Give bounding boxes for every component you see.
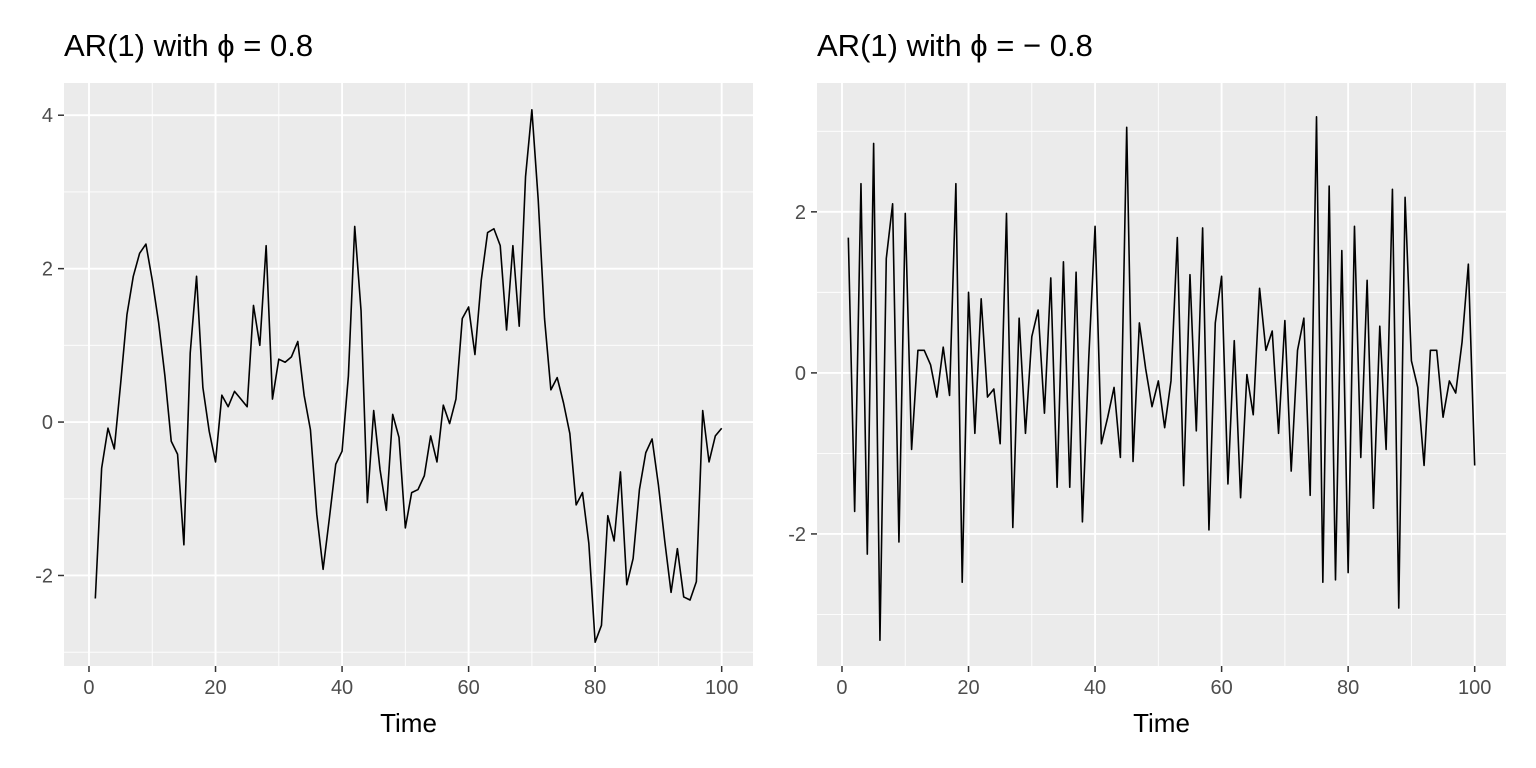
y-tick-label: 2 <box>42 259 53 281</box>
chart-title: AR(1) with ϕ = − 0.8 <box>817 28 1093 63</box>
chart-panel-1: 0 20 40 60 80 100 -2 0 2 4 Time AR(1) with ϕ = 0.8 <box>35 28 753 738</box>
y-tick-label: -2 <box>788 524 806 546</box>
x-tick-label: 40 <box>331 677 353 699</box>
chart-panel-2: 0 20 40 60 80 100 -2 0 2 Time AR(1) with ϕ = − 0.8 <box>788 28 1506 738</box>
y-tick-label: 0 <box>795 363 806 385</box>
chart-title: AR(1) with ϕ = 0.8 <box>64 28 313 63</box>
x-tick-label: 0 <box>83 677 94 699</box>
series-line <box>847 116 1476 642</box>
y-tick-label: 0 <box>42 412 53 434</box>
x-tick-label: 20 <box>204 677 226 699</box>
x-tick-label: 60 <box>457 677 479 699</box>
x-tick-label: 80 <box>1337 677 1359 699</box>
x-axis-title: Time <box>380 708 437 738</box>
y-tick-label: 4 <box>42 105 53 127</box>
series-line <box>94 109 723 644</box>
x-tick-label: 20 <box>957 677 979 699</box>
x-axis-title: Time <box>1133 708 1190 738</box>
y-tick-label: -2 <box>35 565 53 587</box>
y-tick-label: 2 <box>795 202 806 224</box>
x-tick-label: 60 <box>1210 677 1232 699</box>
plot-background <box>64 83 753 666</box>
x-tick-label: 80 <box>584 677 606 699</box>
x-tick-label: 100 <box>1458 677 1491 699</box>
x-tick-label: 0 <box>836 677 847 699</box>
x-tick-label: 40 <box>1084 677 1106 699</box>
x-tick-label: 100 <box>705 677 738 699</box>
